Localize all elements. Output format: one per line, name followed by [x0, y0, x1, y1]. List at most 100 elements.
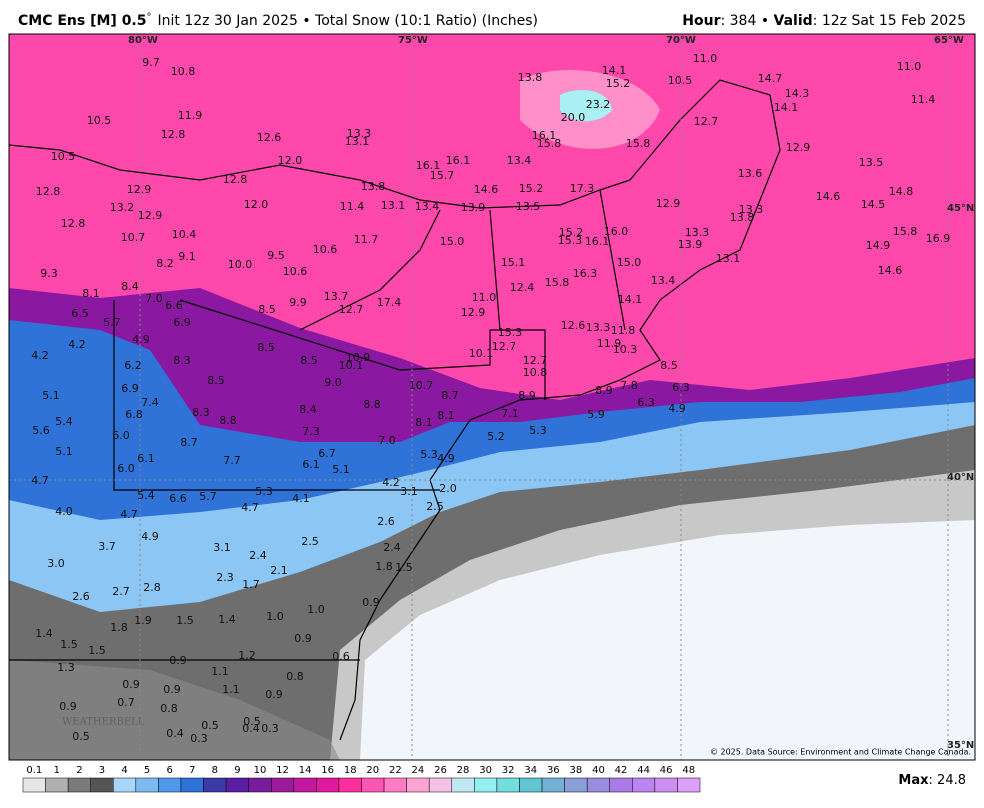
snow-value: 11.4 [911, 93, 936, 106]
snow-value: 0.3 [190, 732, 208, 745]
snow-value: 15.8 [626, 137, 651, 150]
snow-value: 0.7 [117, 696, 135, 709]
legend-swatch [541, 777, 565, 793]
legend: 0.1 1 2 3 4 5 6 7 8 9 10 12 14 16 18 20 22 24 26 28 30 32 34 36… [22, 765, 701, 793]
snow-value: 1.8 [375, 560, 393, 573]
legend-swatch [519, 777, 543, 793]
snow-value: 13.8 [518, 71, 543, 84]
legend-label: 18 [344, 765, 357, 776]
snow-value: 6.3 [637, 396, 655, 409]
snow-value: 8.1 [415, 416, 433, 429]
snow-value: 1.5 [395, 561, 413, 574]
snow-value: 4.2 [31, 349, 49, 362]
legend-swatch [293, 777, 317, 793]
snow-value: 16.1 [585, 235, 610, 248]
snow-value: 1.8 [110, 621, 128, 634]
snow-value: 0.3 [261, 722, 279, 735]
snow-value: 12.4 [510, 281, 535, 294]
snow-value: 13.5 [516, 200, 541, 213]
snow-value: 1.0 [307, 603, 325, 616]
snow-value: 12.8 [61, 217, 86, 230]
snow-value: 10.4 [172, 228, 197, 241]
snow-value: 13.3 [739, 203, 764, 216]
snow-value: 8.7 [441, 389, 459, 402]
snow-value: 16.0 [604, 225, 629, 238]
snow-value: 0.4 [166, 727, 184, 740]
snow-value: 8.1 [82, 287, 100, 300]
snow-value: 6.1 [302, 458, 320, 471]
snow-value: 5.1 [42, 389, 60, 402]
legend-label: 3 [99, 765, 105, 776]
snow-value: 0.9 [169, 654, 187, 667]
snow-value: 0.5 [72, 730, 90, 743]
snow-value: 14.7 [758, 72, 783, 85]
snow-value: 9.0 [324, 376, 342, 389]
longitude-label: 65°W [934, 35, 964, 46]
snow-value: 1.7 [242, 578, 260, 591]
snow-value: 13.3 [347, 127, 372, 140]
snow-value: 10.6 [283, 265, 308, 278]
legend-label: 38 [570, 765, 583, 776]
snow-value: 5.1 [332, 463, 350, 476]
snow-value: 2.6 [377, 515, 395, 528]
snow-value: 11.9 [178, 109, 203, 122]
snow-value: 2.4 [249, 549, 267, 562]
snow-value: 7.0 [145, 292, 163, 305]
snow-value: 6.7 [318, 447, 336, 460]
legend-swatch [654, 777, 678, 793]
snow-value: 7.0 [378, 434, 396, 447]
snow-value: 6.9 [121, 382, 139, 395]
snow-value: 5.7 [199, 490, 217, 503]
snow-value: 15.2 [559, 226, 584, 239]
snow-value: 15.0 [440, 235, 465, 248]
snow-value: 2.5 [301, 535, 319, 548]
snow-value: 0.6 [332, 650, 350, 663]
legend-swatch [45, 777, 69, 793]
snow-value: 13.9 [461, 201, 486, 214]
snow-value: 17.4 [377, 296, 402, 309]
header-right: Hour: 384 • Valid: 12z Sat 15 Feb 2025 [682, 13, 966, 29]
latitude-label: 45°N [947, 203, 974, 214]
snow-value: 6.0 [117, 462, 135, 475]
snow-value: 1.0 [266, 610, 284, 623]
legend-label: 12 [276, 765, 289, 776]
snow-value: 10.1 [339, 359, 364, 372]
snow-zone-cyan [560, 90, 612, 122]
snow-value: 11.7 [354, 233, 379, 246]
legend-label: 5 [144, 765, 150, 776]
snow-value: 6.3 [672, 381, 690, 394]
snow-value: 13.9 [678, 238, 703, 251]
valid-value: : 12z Sat 15 Feb 2025 [813, 13, 966, 29]
snow-value: 12.9 [127, 183, 152, 196]
snow-value: 11.0 [897, 60, 922, 73]
snow-value: 0.9 [362, 596, 380, 609]
snow-value: 8.1 [437, 409, 455, 422]
snow-value: 8.5 [258, 303, 276, 316]
snow-value: 13.6 [738, 167, 763, 180]
snow-value: 0.5 [243, 715, 261, 728]
snow-value: 5.6 [32, 424, 50, 437]
snow-value: 13.2 [110, 201, 135, 214]
snow-value: 12.7 [339, 303, 364, 316]
legend-swatch [632, 777, 656, 793]
snow-value: 15.0 [617, 256, 642, 269]
legend-label: 6 [166, 765, 172, 776]
legend-swatch [67, 777, 91, 793]
snow-value: 1.3 [57, 661, 75, 674]
snow-value: 8.8 [219, 414, 237, 427]
snow-value: 1.1 [211, 665, 229, 678]
snow-value: 14.6 [878, 264, 903, 277]
snow-value: 0.9 [59, 700, 77, 713]
snow-value: 9.7 [142, 56, 160, 69]
legend-swatch [677, 777, 701, 793]
snow-value: 5.7 [103, 316, 121, 329]
snow-value: 12.7 [694, 115, 719, 128]
snow-value: 15.1 [501, 256, 526, 269]
snow-value: 11.0 [472, 291, 497, 304]
map-frame [8, 33, 976, 761]
legend-label: 48 [682, 765, 695, 776]
snow-value: 1.5 [176, 614, 194, 627]
legend-label: 0.1 [26, 765, 42, 776]
snow-value: 0.9 [122, 678, 140, 691]
snow-value: 14.6 [474, 183, 499, 196]
